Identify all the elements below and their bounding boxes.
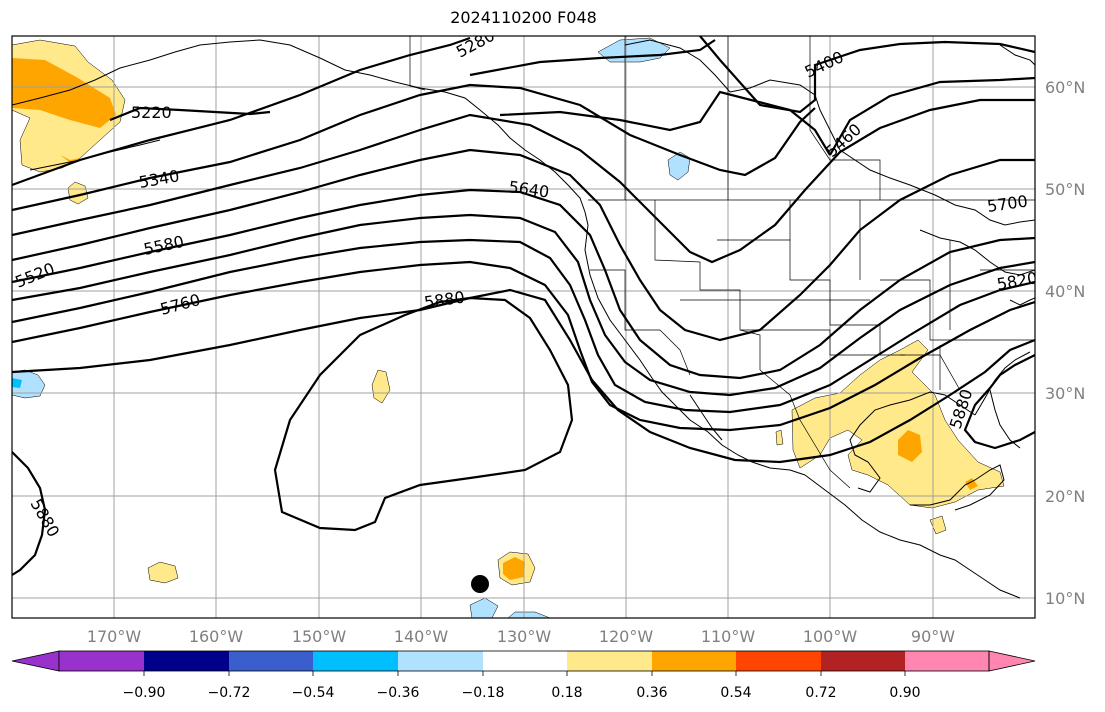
anomaly-patch-tropic-blue-2	[507, 611, 551, 618]
colorbar-segment	[229, 651, 313, 671]
contour-a	[12, 98, 1035, 264]
contour-5280	[12, 36, 471, 187]
anomaly-patch-central-am	[929, 515, 947, 535]
anomaly-patch-small-mex	[775, 429, 784, 446]
latitude-labels: 60°N 50°N 40°N 30°N 20°N 10°N	[1045, 78, 1085, 608]
contour-5220	[109, 106, 271, 122]
lat-label: 50°N	[1045, 180, 1085, 199]
map-frame	[11, 35, 1036, 619]
longitude-labels: 170°W 160°W 150°W 140°W 130°W 120°W 110°…	[87, 627, 955, 646]
colorbar-frame	[58, 650, 990, 672]
contour-e	[12, 238, 1035, 414]
contour-5400	[469, 39, 716, 77]
contour-label: 5220	[131, 103, 172, 122]
lat-label: 40°N	[1045, 282, 1085, 301]
shaded-fields	[12, 37, 1005, 618]
anomaly-patch-canada-blue	[667, 151, 691, 181]
lon-label: 160°W	[189, 627, 244, 646]
colorbar-tick-label: 0.18	[551, 685, 582, 701]
anomaly-patch-pacific-yellow-2	[147, 561, 179, 584]
colorbar-tick-label: 0.54	[720, 685, 751, 701]
contour-5880-ridge	[273, 296, 574, 532]
anomaly-patch-alaska-core	[12, 58, 116, 128]
lon-label: 110°W	[701, 627, 756, 646]
contour-b	[12, 148, 1035, 342]
lat-label: 20°N	[1045, 487, 1085, 506]
contour-f	[12, 260, 1035, 432]
contour-5880-main	[12, 288, 1035, 464]
coastlines	[12, 39, 1035, 599]
anomaly-patch-gulf-yellow	[791, 339, 1005, 509]
lat-label: 30°N	[1045, 384, 1085, 403]
anomaly-patch-tropic-blue-1	[469, 597, 499, 618]
lat-label: 60°N	[1045, 78, 1085, 97]
lon-label: 150°W	[292, 627, 347, 646]
contour-5400b	[699, 36, 1035, 114]
lon-label: 100°W	[803, 627, 858, 646]
colorbar: −0.90 −0.72 −0.54 −0.36 −0.18 0.18 0.36 …	[11, 650, 1036, 701]
lon-label: 130°W	[497, 627, 552, 646]
colorbar-tick-label: −0.54	[292, 685, 335, 701]
lon-label: 140°W	[394, 627, 449, 646]
colorbar-tick-label: 0.36	[636, 685, 667, 701]
map-title: 2024110200 F048	[450, 8, 597, 27]
lon-label: 170°W	[87, 627, 142, 646]
colorbar-segment	[821, 651, 905, 671]
lon-label: 90°W	[911, 627, 955, 646]
map-area: 5280 5400 5460 5220 5340 5640 5700 5520 …	[12, 36, 1035, 618]
colorbar-tick-label: 0.72	[805, 685, 836, 701]
colorbar-tick-label: −0.18	[462, 685, 505, 701]
contour-5880-west	[12, 451, 47, 576]
contour-5880-east	[963, 354, 1035, 450]
lon-label: 120°W	[599, 627, 654, 646]
contour-5460	[499, 90, 831, 156]
colorbar-segment	[483, 651, 567, 671]
contour-5460b	[829, 76, 1035, 156]
anomaly-patch-gulf-orange	[898, 430, 922, 462]
anomaly-patch-small-2	[67, 181, 89, 205]
anomaly-patch-west-blue-core	[12, 378, 22, 388]
contour-5340	[12, 83, 816, 212]
colorbar-segment	[652, 651, 736, 671]
colorbar-segment	[144, 651, 229, 671]
colorbar-tick-label: −0.36	[377, 685, 420, 701]
lat-label: 10°N	[1045, 589, 1085, 608]
colorbar-tick-label: −0.90	[123, 685, 166, 701]
location-marker	[471, 575, 489, 593]
colorbar-tick-label: −0.72	[208, 685, 251, 701]
colorbar-tick-label: 0.90	[889, 685, 920, 701]
colorbar-segment	[59, 651, 144, 671]
anomaly-patch-pacific-yellow	[371, 369, 391, 404]
contour-d	[12, 213, 1035, 397]
colorbar-segment	[398, 651, 483, 671]
colorbar-extend-right	[988, 650, 1036, 672]
colorbar-segment	[313, 651, 398, 671]
colorbar-segment	[567, 651, 652, 671]
anomaly-patch-tropic-orange	[503, 557, 525, 580]
colorbar-segment	[905, 651, 989, 671]
contour-c	[12, 188, 1035, 380]
anomaly-patch-gulf-orange-2	[965, 478, 978, 490]
colorbar-segment	[736, 651, 821, 671]
colorbar-extend-left	[11, 650, 60, 672]
height-contours	[12, 36, 1035, 576]
